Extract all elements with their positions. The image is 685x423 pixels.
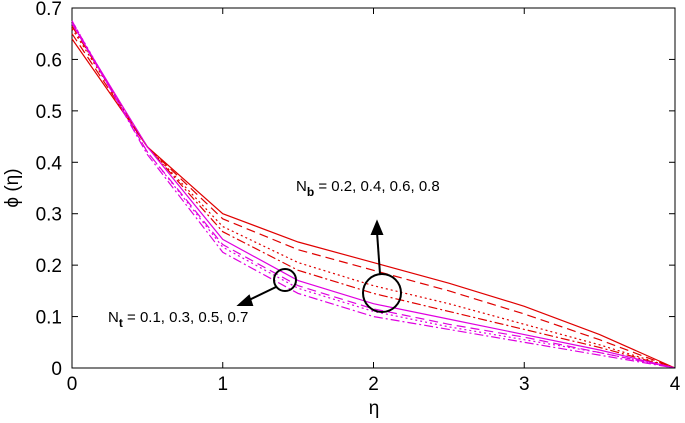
- annotation-subscript: t: [119, 316, 123, 330]
- arrow-head: [370, 219, 384, 235]
- arrow: [246, 286, 277, 302]
- y-tick-label: 0.4: [36, 153, 63, 174]
- x-tick-label: 4: [670, 374, 681, 395]
- arrow-head: [236, 294, 254, 306]
- y-tick-label: 0.3: [36, 205, 62, 226]
- y-tick-label: 0.1: [36, 308, 62, 329]
- series-line: [71, 20, 676, 369]
- annotation-symbol: N: [296, 178, 307, 195]
- x-tick-label: 0: [67, 374, 78, 395]
- y-tick-label: 0.6: [36, 50, 62, 71]
- annotation: Nt = 0.1, 0.3, 0.5, 0.7: [108, 309, 248, 330]
- series-line: [71, 23, 676, 369]
- annotation-text: = 0.2, 0.4, 0.6, 0.8: [314, 178, 440, 195]
- x-axis-label: η: [369, 398, 380, 418]
- x-tick-label: 3: [519, 374, 530, 395]
- series-line: [71, 28, 676, 369]
- annotation-text: = 0.1, 0.3, 0.5, 0.7: [123, 309, 249, 326]
- callout-circle: [273, 268, 297, 292]
- series-line: [71, 20, 676, 369]
- series-line: [71, 38, 676, 369]
- plot-area: [71, 20, 676, 369]
- x-tick-label: 2: [368, 374, 379, 395]
- annotation: Nb = 0.2, 0.4, 0.6, 0.8: [296, 178, 440, 199]
- x-tick-label: 1: [217, 374, 228, 395]
- y-axis-label: ϕ (η): [2, 168, 23, 207]
- y-tick-label: 0: [51, 359, 62, 380]
- y-tick-label: 0.7: [36, 0, 62, 20]
- y-tick-label: 0.2: [36, 256, 62, 277]
- annotation-subscript: b: [307, 185, 314, 199]
- callouts: [236, 219, 402, 313]
- arrow: [376, 231, 381, 275]
- annotation-symbol: N: [108, 309, 119, 326]
- series-line: [71, 33, 676, 369]
- y-tick-label: 0.5: [36, 102, 62, 123]
- callout-circle: [362, 273, 402, 313]
